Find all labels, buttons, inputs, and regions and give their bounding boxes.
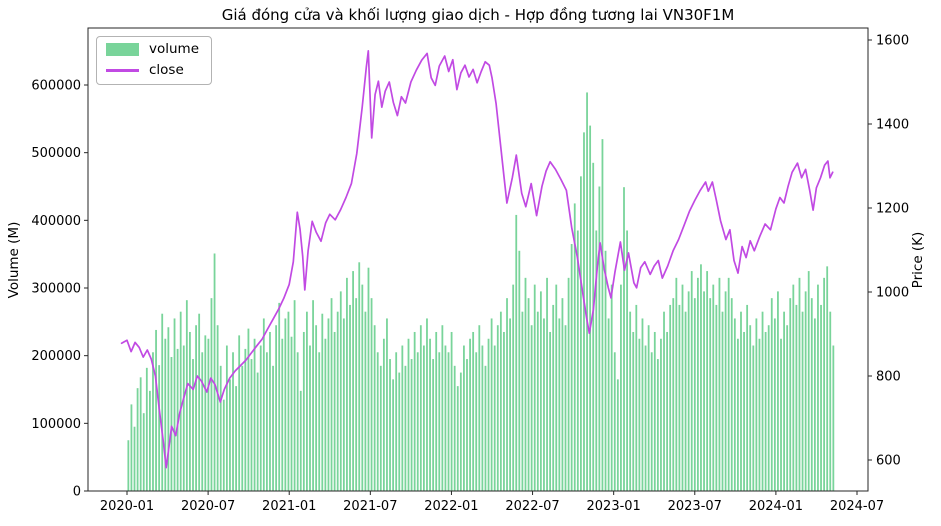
svg-text:800: 800 — [876, 370, 901, 385]
svg-text:1400: 1400 — [876, 118, 909, 133]
legend: volume close — [96, 36, 213, 85]
svg-text:300000: 300000 — [31, 282, 81, 297]
svg-text:2021-01: 2021-01 — [262, 499, 316, 514]
legend-entry-volume: volume — [106, 41, 200, 57]
svg-text:1000: 1000 — [876, 286, 909, 301]
svg-text:2024-07: 2024-07 — [830, 499, 884, 514]
legend-volume-label: volume — [149, 41, 200, 57]
svg-text:2022-07: 2022-07 — [505, 499, 559, 514]
svg-text:600: 600 — [876, 454, 901, 469]
volume-bars — [127, 92, 835, 492]
svg-text:1200: 1200 — [876, 202, 909, 217]
svg-text:2021-07: 2021-07 — [343, 499, 397, 514]
svg-text:600000: 600000 — [31, 79, 81, 94]
price-axis-ticks: 600 800 1000 1200 1400 1600 — [868, 34, 909, 469]
svg-text:500000: 500000 — [31, 146, 81, 161]
svg-text:1600: 1600 — [876, 34, 909, 49]
close-swatch-icon — [106, 69, 139, 72]
svg-text:2023-07: 2023-07 — [668, 499, 722, 514]
legend-close-label: close — [149, 61, 184, 78]
legend-entry-close: close — [106, 61, 199, 78]
svg-text:2020-01: 2020-01 — [100, 499, 154, 514]
plot-spines — [87, 27, 869, 492]
svg-text:200000: 200000 — [31, 349, 81, 364]
date-axis-ticks: 2020-01 2020-07 2021-01 2021-07 2022-01 2022-… — [100, 491, 884, 514]
svg-text:100000: 100000 — [31, 417, 81, 432]
svg-text:2022-01: 2022-01 — [424, 499, 478, 514]
close-line — [120, 50, 834, 469]
volume-axis-ticks: 0 100000 200000 300000 400000 500000 600000 — [31, 79, 88, 500]
svg-text:2023-01: 2023-01 — [587, 499, 641, 514]
volume-swatch-icon — [106, 43, 139, 57]
chart-title: Giá đóng cửa và khối lượng giao dịch - H… — [221, 6, 735, 24]
svg-text:2024-01: 2024-01 — [749, 499, 803, 514]
svg-text:2020-07: 2020-07 — [181, 499, 235, 514]
svg-text:0: 0 — [73, 485, 81, 500]
svg-text:400000: 400000 — [31, 214, 81, 229]
